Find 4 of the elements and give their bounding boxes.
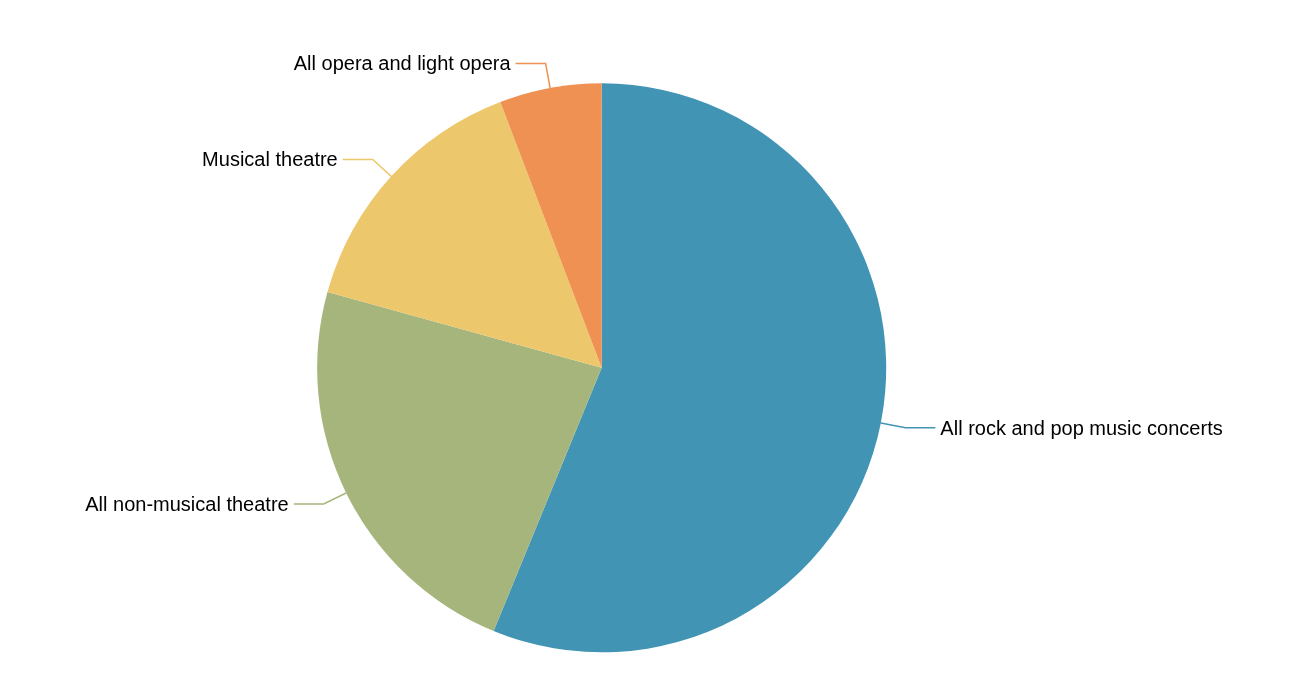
slice-label: All non-musical theatre	[85, 493, 289, 515]
slice-label: All rock and pop music concerts	[940, 416, 1223, 439]
slice-label: All opera and light opera	[293, 52, 512, 75]
slice-label: Musical theatre	[202, 148, 338, 171]
